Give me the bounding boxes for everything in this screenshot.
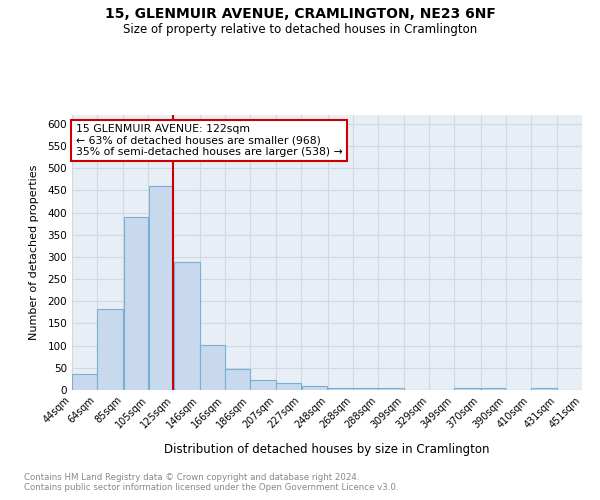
Bar — [173, 262, 200, 390]
Bar — [97, 309, 123, 390]
Bar — [328, 388, 353, 390]
Text: 15, GLENMUIR AVENUE, CRAMLINGTON, NE23 6NF: 15, GLENMUIR AVENUE, CRAMLINGTON, NE23 6… — [104, 8, 496, 22]
Bar — [531, 388, 557, 390]
Text: 15 GLENMUIR AVENUE: 122sqm
← 63% of detached houses are smaller (968)
35% of sem: 15 GLENMUIR AVENUE: 122sqm ← 63% of deta… — [76, 124, 343, 157]
Y-axis label: Number of detached properties: Number of detached properties — [29, 165, 39, 340]
Bar — [72, 374, 97, 390]
Bar — [124, 217, 148, 390]
Text: Contains HM Land Registry data © Crown copyright and database right 2024.: Contains HM Land Registry data © Crown c… — [24, 472, 359, 482]
Bar — [454, 388, 481, 390]
Bar — [225, 368, 250, 390]
Bar — [200, 345, 224, 390]
Bar — [250, 380, 276, 390]
Bar — [149, 186, 173, 390]
Text: Distribution of detached houses by size in Cramlington: Distribution of detached houses by size … — [164, 442, 490, 456]
Text: Contains public sector information licensed under the Open Government Licence v3: Contains public sector information licen… — [24, 482, 398, 492]
Bar — [353, 388, 377, 390]
Bar — [582, 388, 600, 390]
Text: Size of property relative to detached houses in Cramlington: Size of property relative to detached ho… — [123, 22, 477, 36]
Bar — [378, 388, 404, 390]
Bar — [277, 383, 301, 390]
Bar — [302, 386, 328, 390]
Bar — [481, 388, 505, 390]
